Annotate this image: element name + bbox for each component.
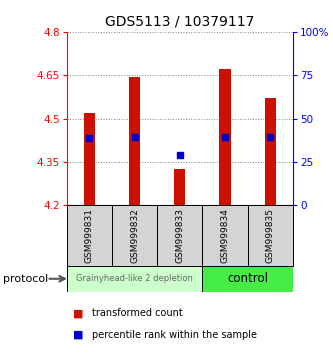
Bar — [219, 69, 231, 205]
Bar — [202, 205, 248, 266]
Bar — [67, 205, 112, 266]
Text: GDS5113 / 10379117: GDS5113 / 10379117 — [105, 14, 254, 28]
Text: Grainyhead-like 2 depletion: Grainyhead-like 2 depletion — [76, 274, 193, 283]
Bar — [84, 113, 95, 205]
Bar — [157, 205, 202, 266]
Text: percentile rank within the sample: percentile rank within the sample — [92, 330, 256, 339]
Text: GSM999831: GSM999831 — [85, 208, 94, 263]
Text: GSM999834: GSM999834 — [220, 208, 230, 263]
Bar — [174, 169, 185, 205]
Text: GSM999833: GSM999833 — [175, 208, 184, 263]
Bar — [129, 77, 140, 205]
Text: protocol: protocol — [3, 274, 49, 284]
Bar — [202, 266, 293, 292]
Text: ■: ■ — [73, 308, 84, 318]
Text: transformed count: transformed count — [92, 308, 182, 318]
Bar — [112, 205, 157, 266]
Text: ■: ■ — [73, 330, 84, 339]
Text: control: control — [227, 272, 268, 285]
Bar — [67, 266, 202, 292]
Bar — [265, 98, 276, 205]
Bar — [248, 205, 293, 266]
Text: GSM999832: GSM999832 — [130, 208, 139, 263]
Text: GSM999835: GSM999835 — [266, 208, 275, 263]
